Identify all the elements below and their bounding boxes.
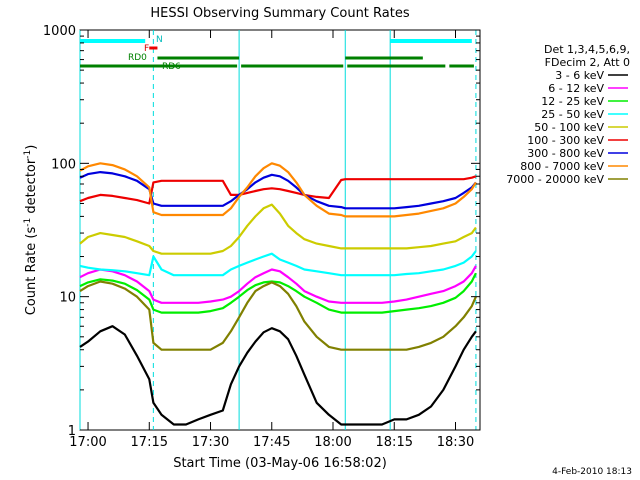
n-label: N [156,35,163,45]
legend-label-4: 50 - 100 keV [534,121,604,134]
legend-label-2: 12 - 25 keV [541,95,604,108]
footer-date: 4-Feb-2010 18:13 [552,467,632,477]
rd6-label: RD6 [162,62,181,72]
legend-label-0: 3 - 6 keV [555,69,604,82]
rd0-label: RD0 [128,53,147,63]
x-tick-label-6: 18:30 [437,435,474,450]
x-axis-label: Start Time (03-May-06 16:58:02) [173,456,387,471]
chart-title: HESSI Observing Summary Count Rates [150,6,409,21]
axis-ticks: 17:00 17:15 17:30 17:45 18:00 18:15 18:30 1 10 10… [43,24,480,450]
x-tick-label-5: 18:15 [376,435,413,450]
plot-frame [79,29,481,431]
legend-label-1: 6 - 12 keV [548,82,604,95]
series-line-2 [79,272,477,314]
x-tick-label-1: 17:15 [131,435,168,450]
legend-label-8: 7000 - 20000 keV [506,173,604,186]
saa-lines [79,30,477,430]
series-line-5 [79,175,477,205]
series-line-0 [79,325,477,426]
series-line-3 [79,250,477,277]
series-line-4 [79,203,477,255]
flag-bars [80,39,474,68]
x-tick-label-2: 17:30 [192,435,229,450]
y-axis-label: Count Rate (s-1 detector-1) [23,145,39,316]
legend-header-1: Det 1,3,4,5,6,9, [544,43,630,56]
legend-header-2: FDecim 2, Att 0 [545,56,630,69]
f-label: F [144,44,149,54]
legend-label-3: 25 - 50 keV [541,108,604,121]
y-tick-label-3: 1000 [43,24,76,39]
series-line-7 [79,162,477,218]
y-tick-label-0: 1 [68,424,76,439]
series-line-1 [79,265,477,304]
series-layer [79,162,477,426]
legend-label-6: 300 - 800 keV [527,147,604,160]
x-tick-label-0: 17:00 [69,435,106,450]
legend-label-5: 100 - 300 keV [527,134,604,147]
y-tick-label-1: 10 [59,291,76,306]
series-line-8 [79,280,477,351]
x-tick-label-3: 17:45 [253,435,290,450]
legend-label-7: 800 - 7000 keV [520,160,604,173]
x-tick-label-4: 18:00 [314,435,351,450]
y-tick-label-2: 100 [51,157,76,172]
